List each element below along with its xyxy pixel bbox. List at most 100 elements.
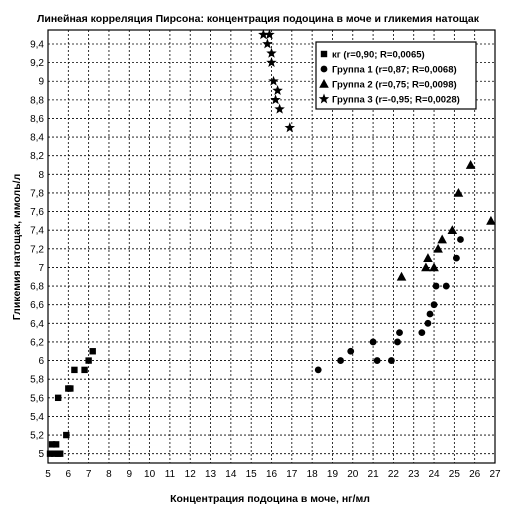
- y-tick-label: 5,2: [30, 431, 44, 442]
- y-tick-label: 5,4: [30, 412, 44, 423]
- data-point-series-1: [52, 441, 60, 448]
- data-point-series-1: [71, 366, 78, 374]
- data-point-series-1: [89, 348, 96, 355]
- data-point-series-4: [274, 103, 285, 114]
- data-point-series-4: [264, 29, 275, 40]
- data-point-series-1: [56, 450, 64, 457]
- y-tick-label: 8,6: [30, 114, 44, 125]
- data-point-series-2: [314, 366, 322, 374]
- legend-marker-3: [319, 79, 329, 88]
- data-point-series-4: [272, 85, 283, 95]
- data-point-series-3: [433, 243, 443, 253]
- y-tick-label: 8,2: [30, 151, 44, 162]
- plot-frame: [47, 29, 496, 464]
- y-tick-label: 9,4: [30, 39, 44, 50]
- x-tick-label: 23: [408, 469, 420, 480]
- data-point-series-3: [429, 262, 439, 272]
- data-point-series-3: [421, 262, 431, 272]
- x-tick-label: 13: [205, 469, 217, 480]
- y-tick-label: 5: [38, 449, 44, 460]
- data-point-series-3: [423, 253, 433, 262]
- x-tick-label: 12: [185, 469, 197, 480]
- y-tick-label: 7,8: [30, 188, 44, 199]
- x-tick-label: 5: [45, 469, 51, 480]
- y-tick-label: 7: [38, 263, 44, 274]
- x-tick-label: 18: [307, 469, 319, 480]
- data-point-series-1: [67, 385, 74, 392]
- data-point-series-2: [430, 301, 438, 309]
- y-tick-label: 9,2: [30, 58, 44, 69]
- data-point-series-2: [418, 329, 426, 337]
- x-axis-ticks: 5 6 7 8 9 10 11 12 13 14 15 16 17 18 19 20 21 22 23 24 25 26 2…: [45, 469, 501, 480]
- data-point-series-3: [447, 225, 458, 235]
- y-tick-label: 7,2: [30, 244, 44, 255]
- legend-marker-1: [320, 50, 328, 58]
- y-tick-label: 6,2: [30, 337, 44, 348]
- data-point-series-1: [85, 357, 92, 364]
- data-point-series-2: [457, 236, 464, 243]
- y-tick-label: 6,6: [30, 300, 44, 311]
- x-tick-label: 26: [469, 469, 481, 480]
- data-point-series-4: [262, 38, 273, 49]
- data-point-series-3: [396, 271, 407, 281]
- legend-box: [315, 41, 477, 110]
- x-tick-label: 8: [106, 469, 112, 480]
- data-point-series-2: [394, 338, 401, 346]
- x-tick-label: 22: [388, 469, 400, 480]
- data-point-series-3: [453, 187, 464, 197]
- y-tick-label: 7,6: [30, 207, 44, 218]
- data-point-series-2: [442, 282, 450, 290]
- data-point-series-3: [486, 215, 496, 225]
- data-point-series-3: [437, 234, 447, 244]
- data-point-series-4: [284, 122, 296, 133]
- y-tick-label: 5,6: [30, 393, 44, 404]
- x-tick-label: 19: [327, 469, 339, 480]
- data-point-series-4: [268, 75, 279, 86]
- legend-marker-4: [318, 93, 330, 104]
- x-tick-label: 25: [449, 469, 461, 480]
- data-point-series-3: [465, 160, 476, 169]
- y-tick-label: 5,8: [30, 375, 44, 386]
- y-tick-label: 8,4: [30, 133, 44, 144]
- data-point-series-2: [426, 310, 434, 318]
- x-tick-label: 14: [225, 469, 237, 480]
- x-tick-label: 21: [368, 469, 380, 480]
- data-point-series-4: [266, 47, 277, 58]
- data-point-series-2: [373, 357, 381, 364]
- data-point-series-2: [452, 254, 460, 262]
- data-point-series-4: [266, 57, 277, 68]
- x-tick-label: 20: [347, 469, 359, 480]
- data-point-series-2: [347, 347, 355, 355]
- x-tick-label: 6: [66, 469, 72, 480]
- y-tick-label: 6,8: [30, 282, 44, 293]
- y-tick-label: 7,4: [30, 226, 44, 237]
- x-tick-label: 16: [266, 469, 278, 480]
- legend-label-2: Группа 1 (r=0,87; R=0,0068): [332, 65, 457, 76]
- x-tick-label: 27: [489, 469, 501, 480]
- x-tick-label: 11: [165, 469, 176, 480]
- y-tick-label: 8,8: [30, 95, 44, 106]
- data-point-series-1: [46, 450, 54, 457]
- data-point-series-1: [54, 394, 62, 402]
- data-point-series-1: [81, 366, 88, 374]
- data-point-series-1: [63, 431, 70, 439]
- data-point-series-2: [369, 338, 377, 346]
- legend-marker-2: [320, 65, 328, 73]
- x-axis-label: Концентрация подоцина в моче, нг/мл: [170, 493, 370, 505]
- data-point-series-2: [396, 329, 403, 337]
- y-axis-ticks: 5 5,2 5,4 5,6 5,8 6 6,2 6,4 6,6 6,8 7 7,2 7,4 7,6 7,8 8…: [30, 39, 44, 460]
- data-point-series-2: [337, 357, 344, 364]
- legend-label-4: Группа 3 (r=-0,95; R=0,0028): [332, 95, 460, 106]
- data-point-series-4: [258, 29, 269, 40]
- x-tick-label: 24: [428, 469, 440, 480]
- data-point-series-2: [387, 357, 395, 364]
- y-tick-label: 6: [38, 356, 44, 367]
- x-tick-label: 7: [86, 469, 92, 480]
- data-point-series-2: [432, 282, 440, 290]
- x-tick-label: 10: [144, 469, 156, 480]
- data-points: [46, 29, 496, 457]
- x-tick-label: 9: [126, 469, 132, 480]
- x-tick-label: 15: [246, 469, 258, 480]
- y-tick-label: 8: [38, 170, 44, 181]
